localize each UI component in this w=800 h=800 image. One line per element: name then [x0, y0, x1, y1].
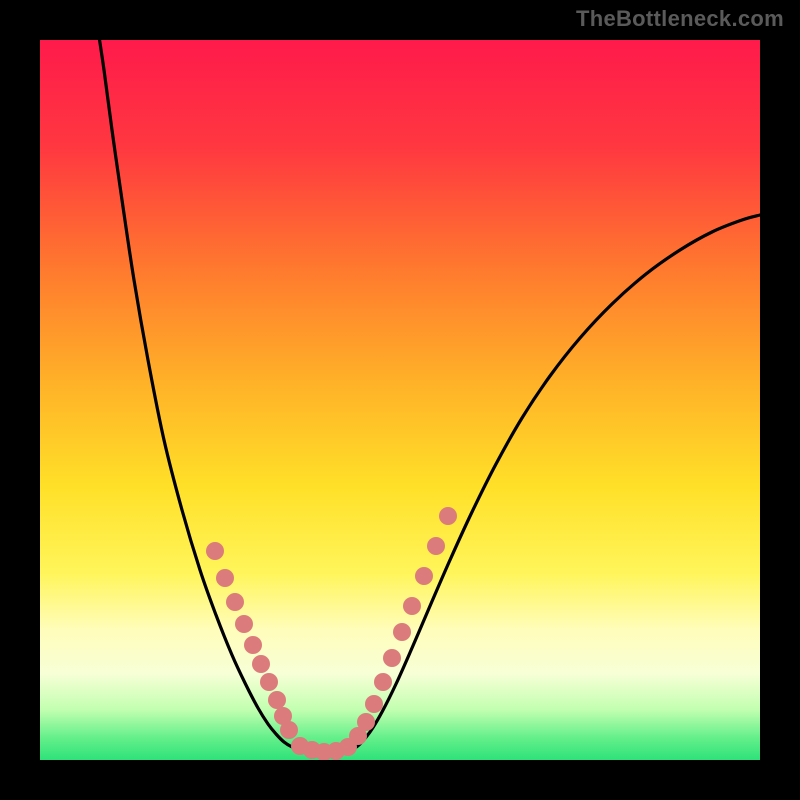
- data-marker: [365, 695, 383, 713]
- data-marker: [260, 673, 278, 691]
- data-marker: [383, 649, 401, 667]
- data-marker: [439, 507, 457, 525]
- data-marker: [268, 691, 286, 709]
- data-marker: [216, 569, 234, 587]
- watermark-text: TheBottleneck.com: [576, 6, 784, 32]
- data-marker: [427, 537, 445, 555]
- data-marker: [357, 713, 375, 731]
- data-marker: [226, 593, 244, 611]
- data-marker: [244, 636, 262, 654]
- data-marker: [393, 623, 411, 641]
- data-marker: [374, 673, 392, 691]
- data-marker: [252, 655, 270, 673]
- data-marker: [206, 542, 224, 560]
- plot-area: [40, 40, 760, 760]
- chart-svg: [40, 40, 760, 760]
- chart-frame: TheBottleneck.com: [0, 0, 800, 800]
- data-marker: [415, 567, 433, 585]
- gradient-background: [40, 40, 760, 760]
- data-marker: [280, 721, 298, 739]
- data-marker: [235, 615, 253, 633]
- data-marker: [403, 597, 421, 615]
